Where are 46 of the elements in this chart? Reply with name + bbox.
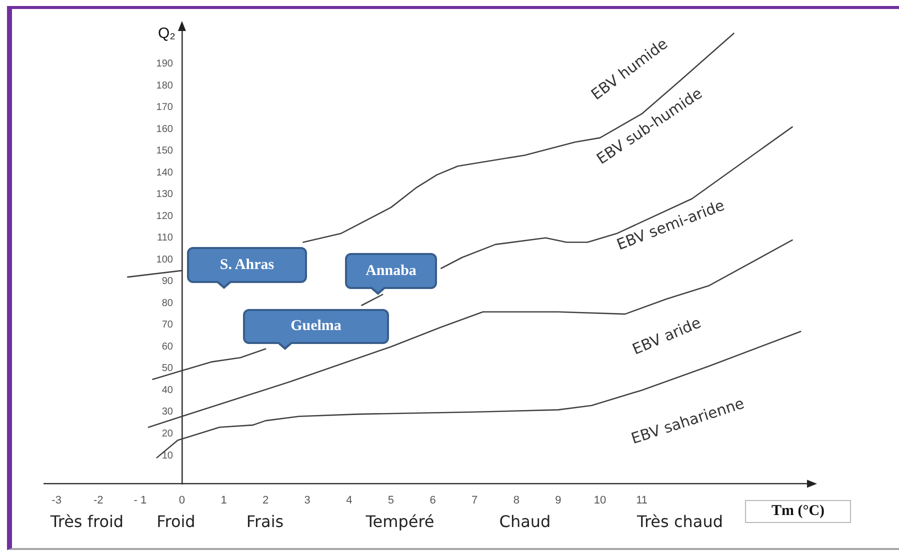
text: Frais <box>246 512 284 531</box>
x-tick-label: 6 <box>430 494 436 506</box>
y-tick-label: 60 <box>162 341 174 352</box>
y-tick-label: 170 <box>156 102 174 114</box>
y-tick-label: 180 <box>156 80 174 92</box>
x-tick-label: 0 <box>178 494 186 506</box>
x-tick-label: 2 <box>262 494 269 506</box>
x-tick-label: 11 <box>636 494 648 506</box>
x-tick-label: 3 <box>304 494 310 506</box>
y-tick-label: 50 <box>162 363 174 374</box>
text: Très froid <box>49 512 124 531</box>
y-tick-label: 90 <box>162 276 174 288</box>
annotation: Annaba <box>366 262 416 280</box>
y-tick-label: 80 <box>162 298 174 309</box>
x-axis-title: Tm (°C) <box>745 500 851 523</box>
text: Froid <box>156 512 196 531</box>
x-tick-label: 9 <box>555 494 562 506</box>
y-tick-label: 150 <box>156 146 174 157</box>
y-tick-label: 120 <box>156 210 174 222</box>
y-tick-label: 130 <box>156 189 174 200</box>
annotation: EBV aride <box>630 314 704 358</box>
annotation: Guelma <box>290 318 342 335</box>
x-tick-label: -2 <box>93 494 104 506</box>
x-tick-label: 7 <box>472 494 478 506</box>
text: Tempéré <box>364 512 434 531</box>
y-tick-label: 160 <box>156 124 174 135</box>
y-tick-label: 190 <box>156 58 174 70</box>
y-tick-label: 10 <box>162 450 174 462</box>
y-tick-label: 100 <box>156 254 174 266</box>
x-tick-label: - 1 <box>134 494 147 506</box>
annotation: S. Ahras <box>220 256 274 274</box>
y-tick-label: 20 <box>162 428 174 440</box>
x-tick-label: 1 <box>220 494 227 506</box>
x-tick-label: -3 <box>52 494 62 506</box>
x-tick-label: 10 <box>594 494 606 506</box>
x-tick-label: 8 <box>513 494 520 506</box>
y-axis-title: Q₂ <box>158 25 176 42</box>
y-tick-label: 40 <box>162 384 174 396</box>
x-tick-label: 4 <box>346 494 352 506</box>
y-tick-label: 30 <box>162 406 174 418</box>
x-tick-label: 5 <box>388 494 394 506</box>
y-tick-label: 140 <box>156 167 174 178</box>
y-tick-label: 70 <box>162 320 174 331</box>
y-tick-label: 110 <box>157 232 174 244</box>
text: Chaud <box>499 512 551 531</box>
text: Très chaud <box>636 512 723 531</box>
